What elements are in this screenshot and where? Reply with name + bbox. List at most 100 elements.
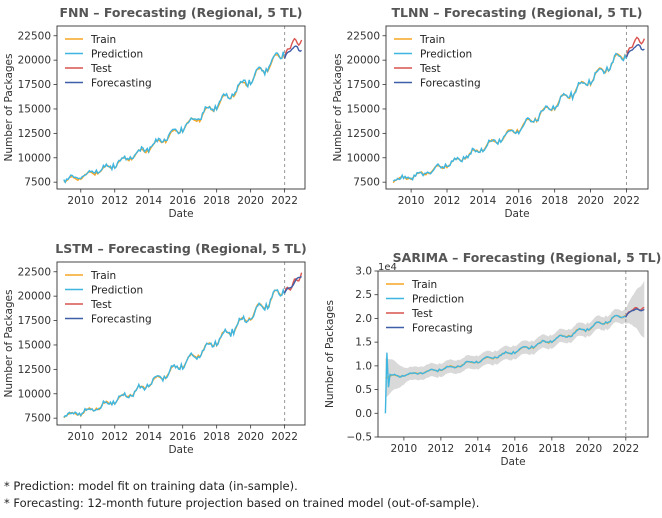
x-tick-label: 2014 xyxy=(135,431,162,443)
x-axis-label: Date xyxy=(500,456,525,468)
y-tick-label: 2.5 xyxy=(355,289,372,301)
x-tick-label: 2016 xyxy=(169,431,196,443)
panel-lstm: LSTM – Forecasting (Regional, 5 TL) 2010 2… xyxy=(3,241,307,456)
legend-label: Prediction xyxy=(412,293,464,305)
y-tick-label: 1.5 xyxy=(355,337,372,349)
footnote-forecasting: * Forecasting: 12-month future projectio… xyxy=(4,496,480,510)
chart-title: FNN – Forecasting (Regional, 5 TL) xyxy=(59,5,302,20)
legend-label: Test xyxy=(411,308,433,320)
x-tick-label: 2022 xyxy=(613,195,640,207)
y-tick-label: 20000 xyxy=(18,291,51,303)
y-tick-label: 7500 xyxy=(24,413,51,425)
x-tick-label: 2012 xyxy=(101,195,128,207)
footnotes: * Prediction: model fit on training data… xyxy=(4,478,479,512)
x-axis-label: Date xyxy=(168,208,193,220)
y-tick-label: 12500 xyxy=(18,128,51,140)
x-tick-label: 2018 xyxy=(538,443,565,455)
legend: Train Prediction Test Forecasting xyxy=(65,270,152,325)
x-tick-label: 2018 xyxy=(203,431,230,443)
y-tick-label: 3.0 xyxy=(355,266,372,278)
x-tick-label: 2022 xyxy=(271,195,298,207)
y-tick-label: 22500 xyxy=(18,30,51,42)
y-tick-label: 0.5 xyxy=(355,384,372,396)
series-line-test xyxy=(283,272,303,294)
legend-label: Forecasting xyxy=(420,77,481,89)
y-tick-label: 22500 xyxy=(18,266,51,278)
y-tick-label: 10000 xyxy=(347,152,380,164)
axes-frame xyxy=(56,25,306,190)
panel-sarima: SARIMA – Forecasting (Regional, 5 TL) 201… xyxy=(324,250,661,468)
x-tick-label: 2018 xyxy=(203,195,230,207)
y-tick-label: 0.0 xyxy=(355,408,372,420)
x-tick-label: 2014 xyxy=(135,195,162,207)
x-tick-label: 2010 xyxy=(391,443,418,455)
y-tick-label: 17500 xyxy=(18,79,51,91)
legend-label: Forecasting xyxy=(91,77,152,89)
y-tick-label: 7500 xyxy=(24,177,51,189)
series-line-prediction xyxy=(392,52,628,182)
axes-frame xyxy=(56,261,306,426)
series-line-forecasting xyxy=(625,308,645,318)
x-tick-label: 2020 xyxy=(577,195,604,207)
series-line-test xyxy=(625,36,646,58)
chart-title: LSTM – Forecasting (Regional, 5 TL) xyxy=(55,241,307,256)
legend: Train Prediction Test Forecasting xyxy=(65,34,152,89)
x-tick-label: 2022 xyxy=(271,431,298,443)
y-tick-label: 20000 xyxy=(18,55,51,67)
legend-label: Train xyxy=(90,270,116,282)
y-tick-label: 10000 xyxy=(18,152,51,164)
y-tick-label: 12500 xyxy=(18,364,51,376)
x-tick-label: 2016 xyxy=(501,443,528,455)
series-line-prediction xyxy=(384,314,627,414)
legend: Train Prediction Test Forecasting xyxy=(386,279,473,334)
x-tick-label: 2012 xyxy=(428,443,455,455)
axes-frame xyxy=(377,270,649,438)
series-line-prediction xyxy=(63,51,286,184)
y-tick-label: 2.0 xyxy=(355,313,372,325)
x-tick-label: 2010 xyxy=(398,195,425,207)
series-line-forecasting xyxy=(283,45,302,59)
x-tick-label: 2016 xyxy=(169,195,196,207)
plot-area xyxy=(384,271,645,437)
legend-label: Train xyxy=(419,34,445,46)
footnote-prediction: * Prediction: model fit on training data… xyxy=(4,479,298,493)
y-tick-label: 15000 xyxy=(18,339,51,351)
x-tick-label: 2020 xyxy=(237,195,264,207)
x-axis-label: Date xyxy=(168,444,193,456)
legend-label: Prediction xyxy=(91,48,143,60)
x-tick-label: 2014 xyxy=(464,443,491,455)
y-tick-label: 10000 xyxy=(18,388,51,400)
y-axis-label: Number of Packages xyxy=(3,54,15,162)
y-axis-label: Number of Packages xyxy=(3,290,15,398)
x-tick-label: 2016 xyxy=(505,195,532,207)
x-tick-label: 2018 xyxy=(541,195,568,207)
panel-fnn: FNN – Forecasting (Regional, 5 TL) 2010 20… xyxy=(3,5,306,220)
legend-label: Train xyxy=(90,34,116,46)
x-axis-label: Date xyxy=(504,208,529,220)
legend-label: Train xyxy=(411,279,437,291)
legend-label: Test xyxy=(90,63,112,75)
series-line-forecasting xyxy=(283,275,302,294)
legend: Train Prediction Test Forecasting xyxy=(394,34,481,89)
chart-title: SARIMA – Forecasting (Regional, 5 TL) xyxy=(393,250,662,265)
y-tick-label: 7500 xyxy=(353,177,380,189)
series-line-forecasting xyxy=(625,43,645,58)
x-tick-label: 2014 xyxy=(470,195,497,207)
series-line-prediction xyxy=(63,287,286,418)
axes-frame xyxy=(385,25,649,190)
y-tick-label: 17500 xyxy=(347,79,380,91)
y-tick-label: −0.5 xyxy=(347,432,373,444)
y-tick-label: 12500 xyxy=(347,128,380,140)
series-line-test xyxy=(283,37,303,59)
legend-label: Forecasting xyxy=(91,313,152,325)
y-tick-label: 15000 xyxy=(347,103,380,115)
y-tick-label: 15000 xyxy=(18,103,51,115)
confidence-band xyxy=(385,280,645,398)
x-tick-label: 2022 xyxy=(612,443,639,455)
plot-area xyxy=(63,26,303,189)
panel-tlnn: TLNN – Forecasting (Regional, 5 TL) 2010 2… xyxy=(332,5,649,220)
x-tick-label: 2010 xyxy=(67,431,94,443)
legend-label: Prediction xyxy=(91,284,143,296)
y-tick-label: 1.0 xyxy=(355,360,372,372)
